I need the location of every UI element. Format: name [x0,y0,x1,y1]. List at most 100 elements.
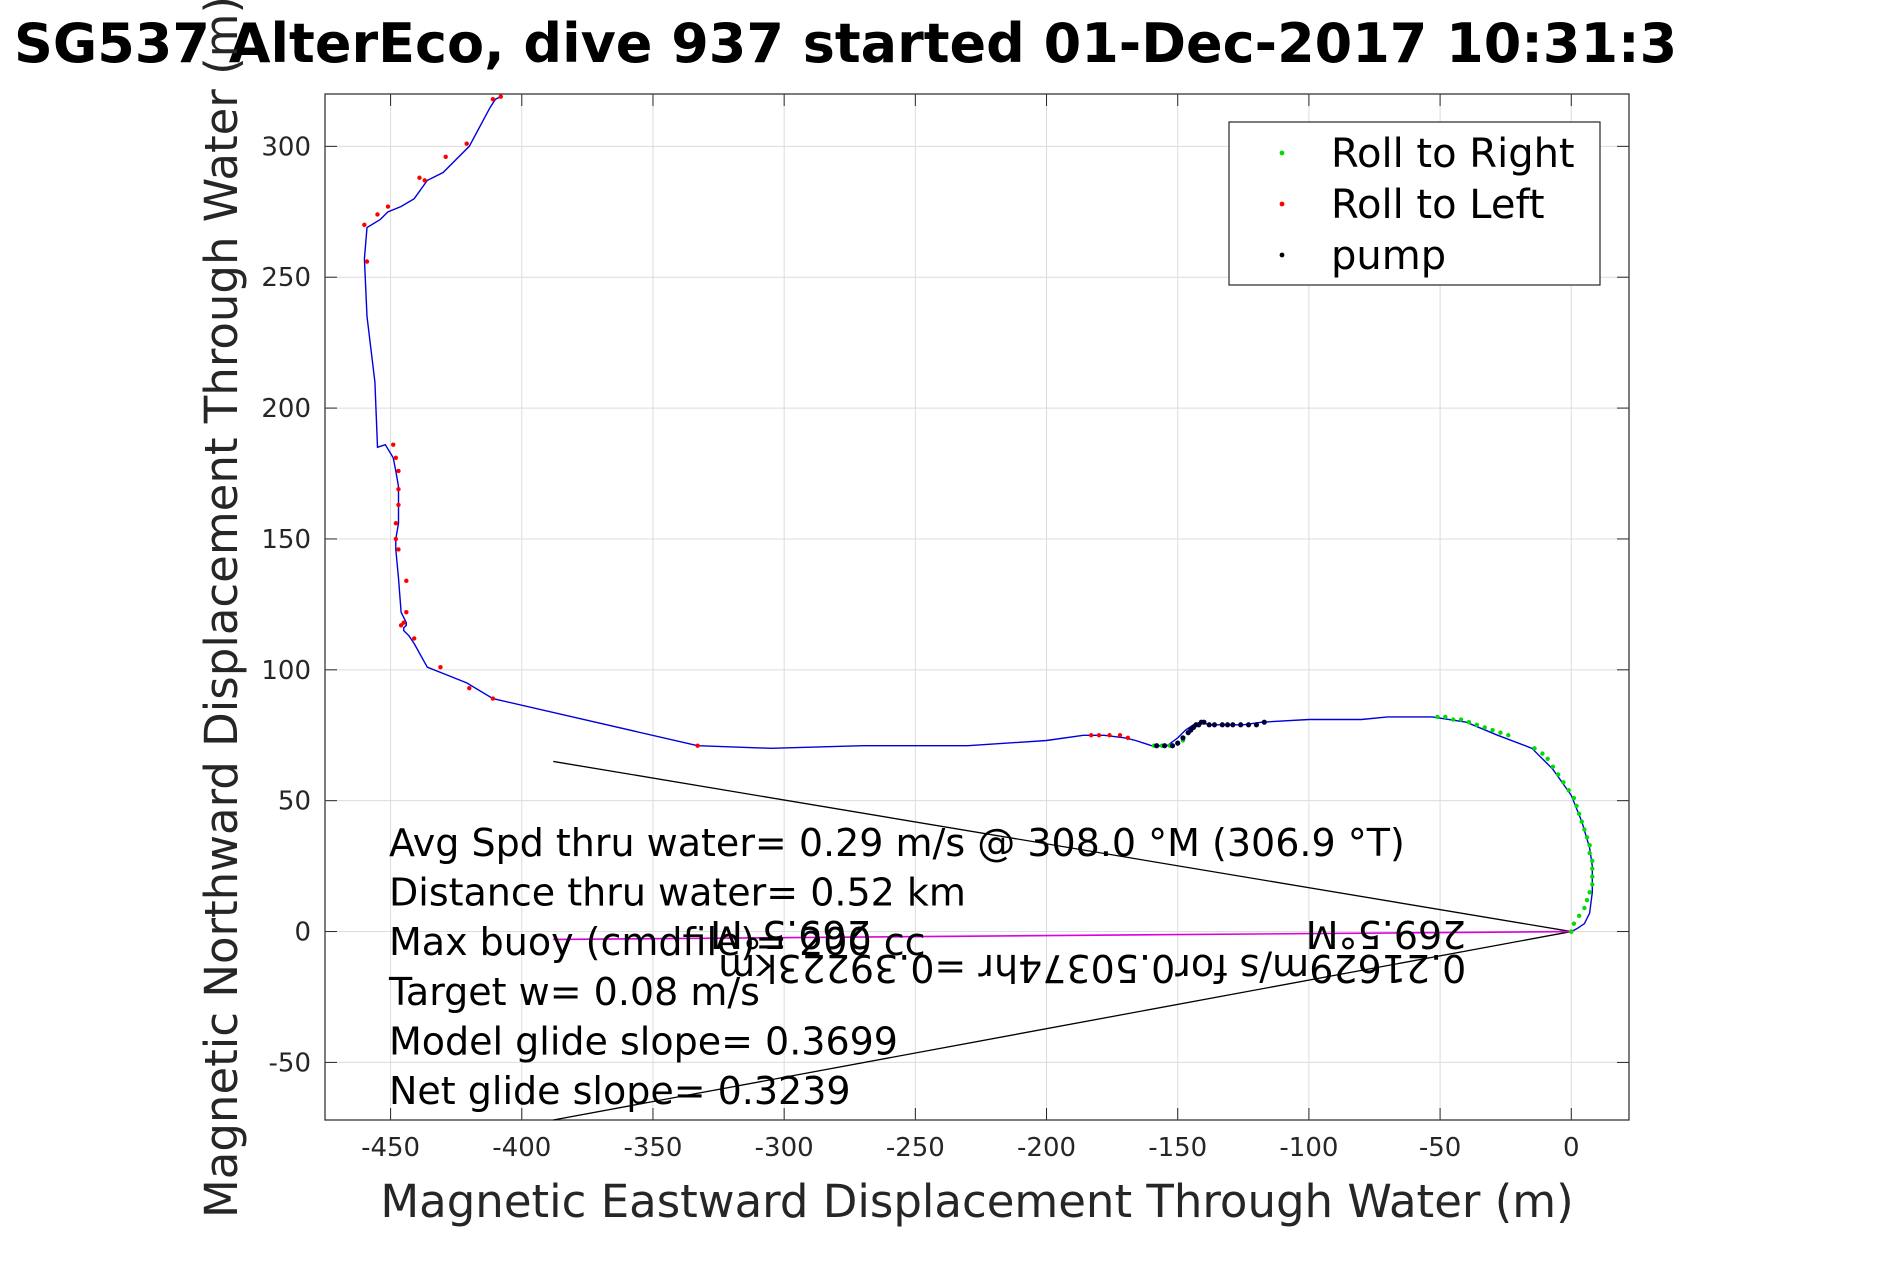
stats-line: Model glide slope= 0.3699 [389,1019,898,1063]
roll-left-point [1125,735,1131,741]
glide-slope-line [553,930,1572,1121]
y-tick-label: 150 [261,525,311,555]
roll-left-point [1096,733,1102,738]
x-tick-label: -100 [1279,1133,1338,1163]
legend-marker [1279,252,1285,258]
roll-left-point [438,664,443,670]
annotations: 269.5°M0.21629m/s for0.50374hr =0.39223k… [710,912,1466,990]
legend-label: Roll to Right [1331,131,1575,177]
y-tick-label: 250 [261,263,311,293]
stats-line: Distance thru water= 0.52 km [389,871,966,915]
roll-left-point [490,97,496,102]
stats-text: Avg Spd thru water= 0.29 m/s @ 308.0 °M … [388,821,1405,1113]
pump-point [1219,722,1225,728]
y-tick-label: 200 [261,394,311,424]
x-tick-label: -400 [492,1133,551,1163]
roll-right-point [1590,858,1595,864]
roll-right-point [1582,827,1587,832]
roll-left-point [404,610,409,615]
roll-left-point [1088,733,1094,738]
roll-right-point [1458,717,1464,722]
roll-right-point [1498,730,1503,735]
stats-line: Target w= 0.08 m/s [388,970,760,1014]
x-tick-label: -50 [1419,1133,1461,1163]
roll-right-point [1587,842,1592,848]
x-tick-label: -450 [361,1133,420,1163]
roll-left-point [1107,733,1112,738]
roll-right-point [1435,714,1440,720]
roll-right-point [1466,719,1472,725]
x-tick-label: -250 [886,1133,945,1163]
track-line [363,95,1594,933]
legend-box [1228,121,1601,286]
roll-right-point [1555,772,1561,777]
roll-right-point [1584,897,1590,903]
glide-slope-line [553,760,1572,933]
roll-right-point [1571,795,1577,801]
stats-line: Max buoy (cmdfile)= 200 cc [389,920,926,964]
track-points [362,94,1595,934]
legend-marker [1279,150,1285,156]
y-tick-label: 300 [261,132,311,162]
pump-point [1154,743,1160,749]
roll-left-point [417,175,422,180]
pump-point [1169,743,1176,749]
roll-left-point [498,94,503,99]
roll-left-point [443,154,448,160]
roll-left-point [391,442,396,447]
roll-left-point [364,259,370,264]
roll-left-point [396,502,401,508]
roll-right-point [1545,756,1550,762]
roll-right-point [1587,890,1592,895]
roll-right-point [1590,882,1595,887]
x-tick-label: -200 [1017,1133,1076,1163]
roll-left-point [393,455,399,461]
roll-right-point [1587,850,1592,856]
roll-right-point [1576,913,1582,919]
y-tick-label: 50 [278,787,311,817]
pump-point [1180,735,1186,741]
pump-point [1206,722,1212,728]
roll-left-point [396,547,401,552]
roll-right-point [1582,905,1587,911]
roll-right-point [1482,725,1487,730]
roll-right-point [1569,929,1574,934]
roll-right-point [1451,717,1456,722]
track [363,95,1594,933]
pump-point [1211,722,1218,728]
roll-right-point [1574,803,1579,809]
pump-point [1230,722,1236,728]
roll-left-point [362,222,367,228]
reversed-annotation: 0.21629m/s for0.50374hr =0.39223km [718,946,1466,990]
roll-right-point [1474,722,1480,727]
roll-left-point [398,623,404,628]
pump-point [1161,743,1168,749]
roll-right-point [1506,733,1511,738]
roll-left-point [412,636,417,641]
roll-right-point [1443,714,1448,720]
roll-left-point [385,204,391,209]
roll-right-point [1579,819,1584,824]
roll-right-point [1561,780,1566,785]
roll-right-point [1550,764,1556,769]
y-axis-label: Magnetic Northward Displacement Through … [195,0,248,1218]
roll-right-point [1576,811,1582,816]
roll-left-point [1117,733,1123,738]
x-tick-label: -350 [623,1133,682,1163]
pump-point [1238,722,1244,728]
roll-right-point [1532,746,1537,751]
legend-marker [1279,201,1285,207]
roll-left-point [467,685,472,691]
stats-line: Avg Spd thru water= 0.29 m/s @ 308.0 °M … [389,821,1405,865]
stats-line: Net glide slope= 0.3239 [389,1069,851,1113]
axis-ticks: -450 -400 -350 -300 -250 -200 -150 -100 -50 0 -50 0… [261,94,1629,1163]
roll-left-point [396,468,401,474]
x-tick-label: 0 [1563,1133,1580,1163]
roll-left-point [393,521,399,526]
y-tick-label: 0 [294,918,311,948]
roll-left-point [490,696,496,701]
reversed-annotation: 269.5°M [710,912,871,956]
roll-right-point [1584,835,1590,840]
